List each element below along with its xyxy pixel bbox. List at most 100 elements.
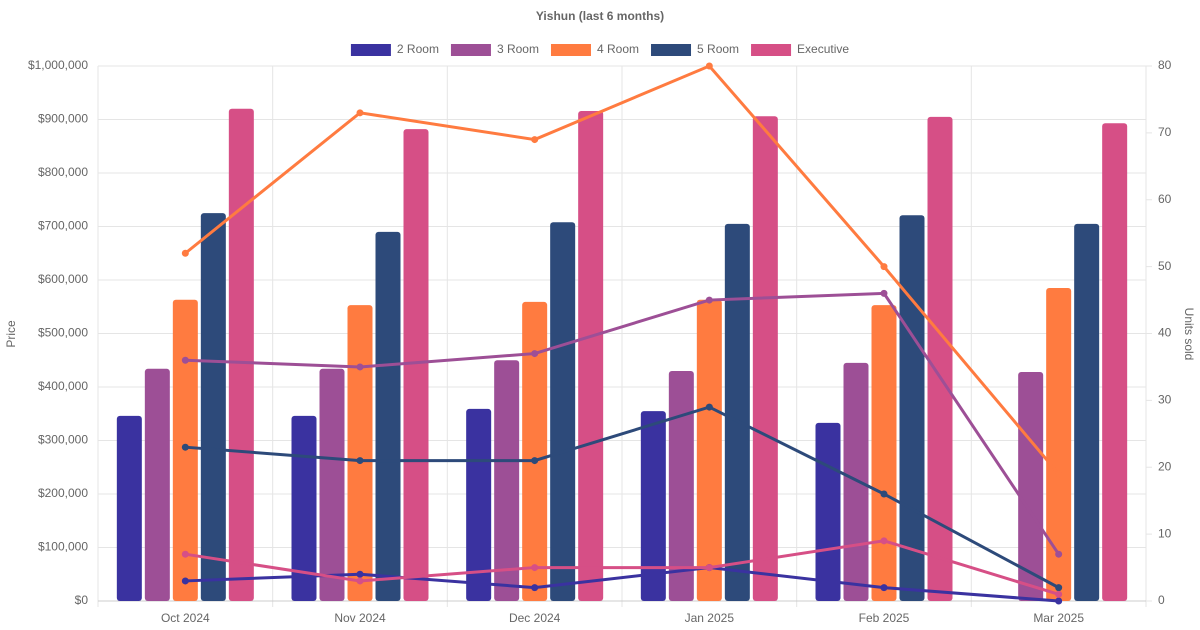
bar	[375, 231, 401, 601]
x-tick-label: Nov 2024	[334, 611, 386, 625]
chart-title: Yishun (last 6 months)	[536, 9, 664, 23]
bar	[522, 301, 548, 601]
y2-tick-label: 80	[1158, 58, 1172, 72]
y2-tick-label: 70	[1158, 125, 1172, 139]
y-tick-label: $800,000	[38, 165, 88, 179]
units-point	[356, 577, 364, 585]
legend-swatch	[751, 44, 792, 56]
bar	[1046, 288, 1072, 601]
bar	[696, 299, 722, 601]
units-point	[181, 550, 189, 558]
units-point	[356, 570, 364, 578]
x-tick-label: Dec 2024	[509, 611, 561, 625]
bar	[724, 223, 750, 601]
y-tick-label: $900,000	[38, 112, 88, 126]
y2-tick-label: 60	[1158, 192, 1172, 206]
units-line	[185, 291, 1060, 556]
units-point	[705, 564, 713, 572]
bar	[550, 222, 576, 601]
y2-tick-label: 30	[1158, 393, 1172, 407]
bar	[752, 116, 778, 601]
y-tick-label: $200,000	[38, 486, 88, 500]
units-point	[880, 289, 888, 297]
y-tick-label: $1,000,000	[28, 58, 88, 72]
legend-swatch	[550, 44, 591, 56]
bar	[1102, 123, 1128, 602]
y-tick-label: $700,000	[38, 219, 88, 233]
y-tick-label: $0	[75, 593, 89, 607]
bar	[144, 368, 170, 601]
x-tick-label: Mar 2025	[1033, 611, 1084, 625]
y-axis-title: Price	[4, 320, 18, 348]
units-line	[185, 539, 1060, 596]
bar	[1018, 372, 1044, 601]
y2-tick-label: 50	[1158, 259, 1172, 273]
units-point	[531, 564, 539, 572]
y2-tick-label: 0	[1158, 593, 1165, 607]
bar	[347, 305, 373, 601]
units-point	[1055, 584, 1063, 592]
legend-label: 2 Room	[397, 42, 439, 56]
bar	[668, 370, 694, 601]
units-point	[356, 109, 364, 117]
bar	[927, 116, 953, 601]
units-point	[705, 296, 713, 304]
x-tick-label: Jan 2025	[685, 611, 735, 625]
y-tick-label: $100,000	[38, 540, 88, 554]
units-point	[1055, 590, 1063, 598]
units-point	[531, 457, 539, 465]
legend-label: 4 Room	[597, 42, 639, 56]
units-point	[705, 62, 713, 70]
bar	[403, 129, 429, 601]
y-tick-label: $600,000	[38, 272, 88, 286]
units-line	[184, 64, 1060, 475]
units-point	[1055, 470, 1063, 478]
units-point	[181, 577, 189, 585]
y2-tick-label: 10	[1158, 526, 1172, 540]
y-tick-label: $300,000	[38, 433, 88, 447]
units-point	[880, 263, 888, 271]
bar	[578, 110, 604, 601]
units-point	[356, 363, 364, 371]
legend-label: 3 Room	[497, 42, 539, 56]
y2-tick-label: 20	[1158, 459, 1172, 473]
bar	[1074, 223, 1100, 601]
bar	[200, 213, 226, 601]
units-point	[356, 457, 364, 465]
y2-axis-title: Units sold	[1182, 308, 1196, 361]
bar	[228, 108, 254, 602]
legend-label: Executive	[797, 42, 849, 56]
legend-swatch	[450, 44, 491, 56]
bar	[116, 415, 142, 601]
bar	[899, 215, 925, 601]
units-point	[1055, 597, 1063, 605]
units-point	[880, 490, 888, 498]
units-point	[880, 537, 888, 545]
bar	[466, 408, 492, 601]
legend-swatch	[651, 44, 692, 56]
legend-swatch	[350, 44, 391, 56]
bar	[640, 411, 666, 601]
y-tick-label: $400,000	[38, 379, 88, 393]
bar	[291, 415, 317, 601]
units-point	[531, 584, 539, 592]
units-point	[880, 584, 888, 592]
x-tick-label: Feb 2025	[859, 611, 910, 625]
units-point	[531, 136, 539, 144]
units-line	[185, 405, 1060, 589]
bar	[815, 422, 841, 601]
units-point	[1055, 550, 1063, 558]
units-point	[181, 356, 189, 364]
bar	[319, 368, 345, 601]
bar	[843, 362, 869, 601]
units-point	[531, 350, 539, 358]
bar	[871, 305, 897, 601]
units-point	[181, 443, 189, 451]
bar	[494, 360, 520, 601]
y2-tick-label: 40	[1158, 326, 1172, 340]
units-point	[705, 403, 713, 411]
legend-label: 5 Room	[697, 42, 739, 56]
y-tick-label: $500,000	[38, 326, 88, 340]
